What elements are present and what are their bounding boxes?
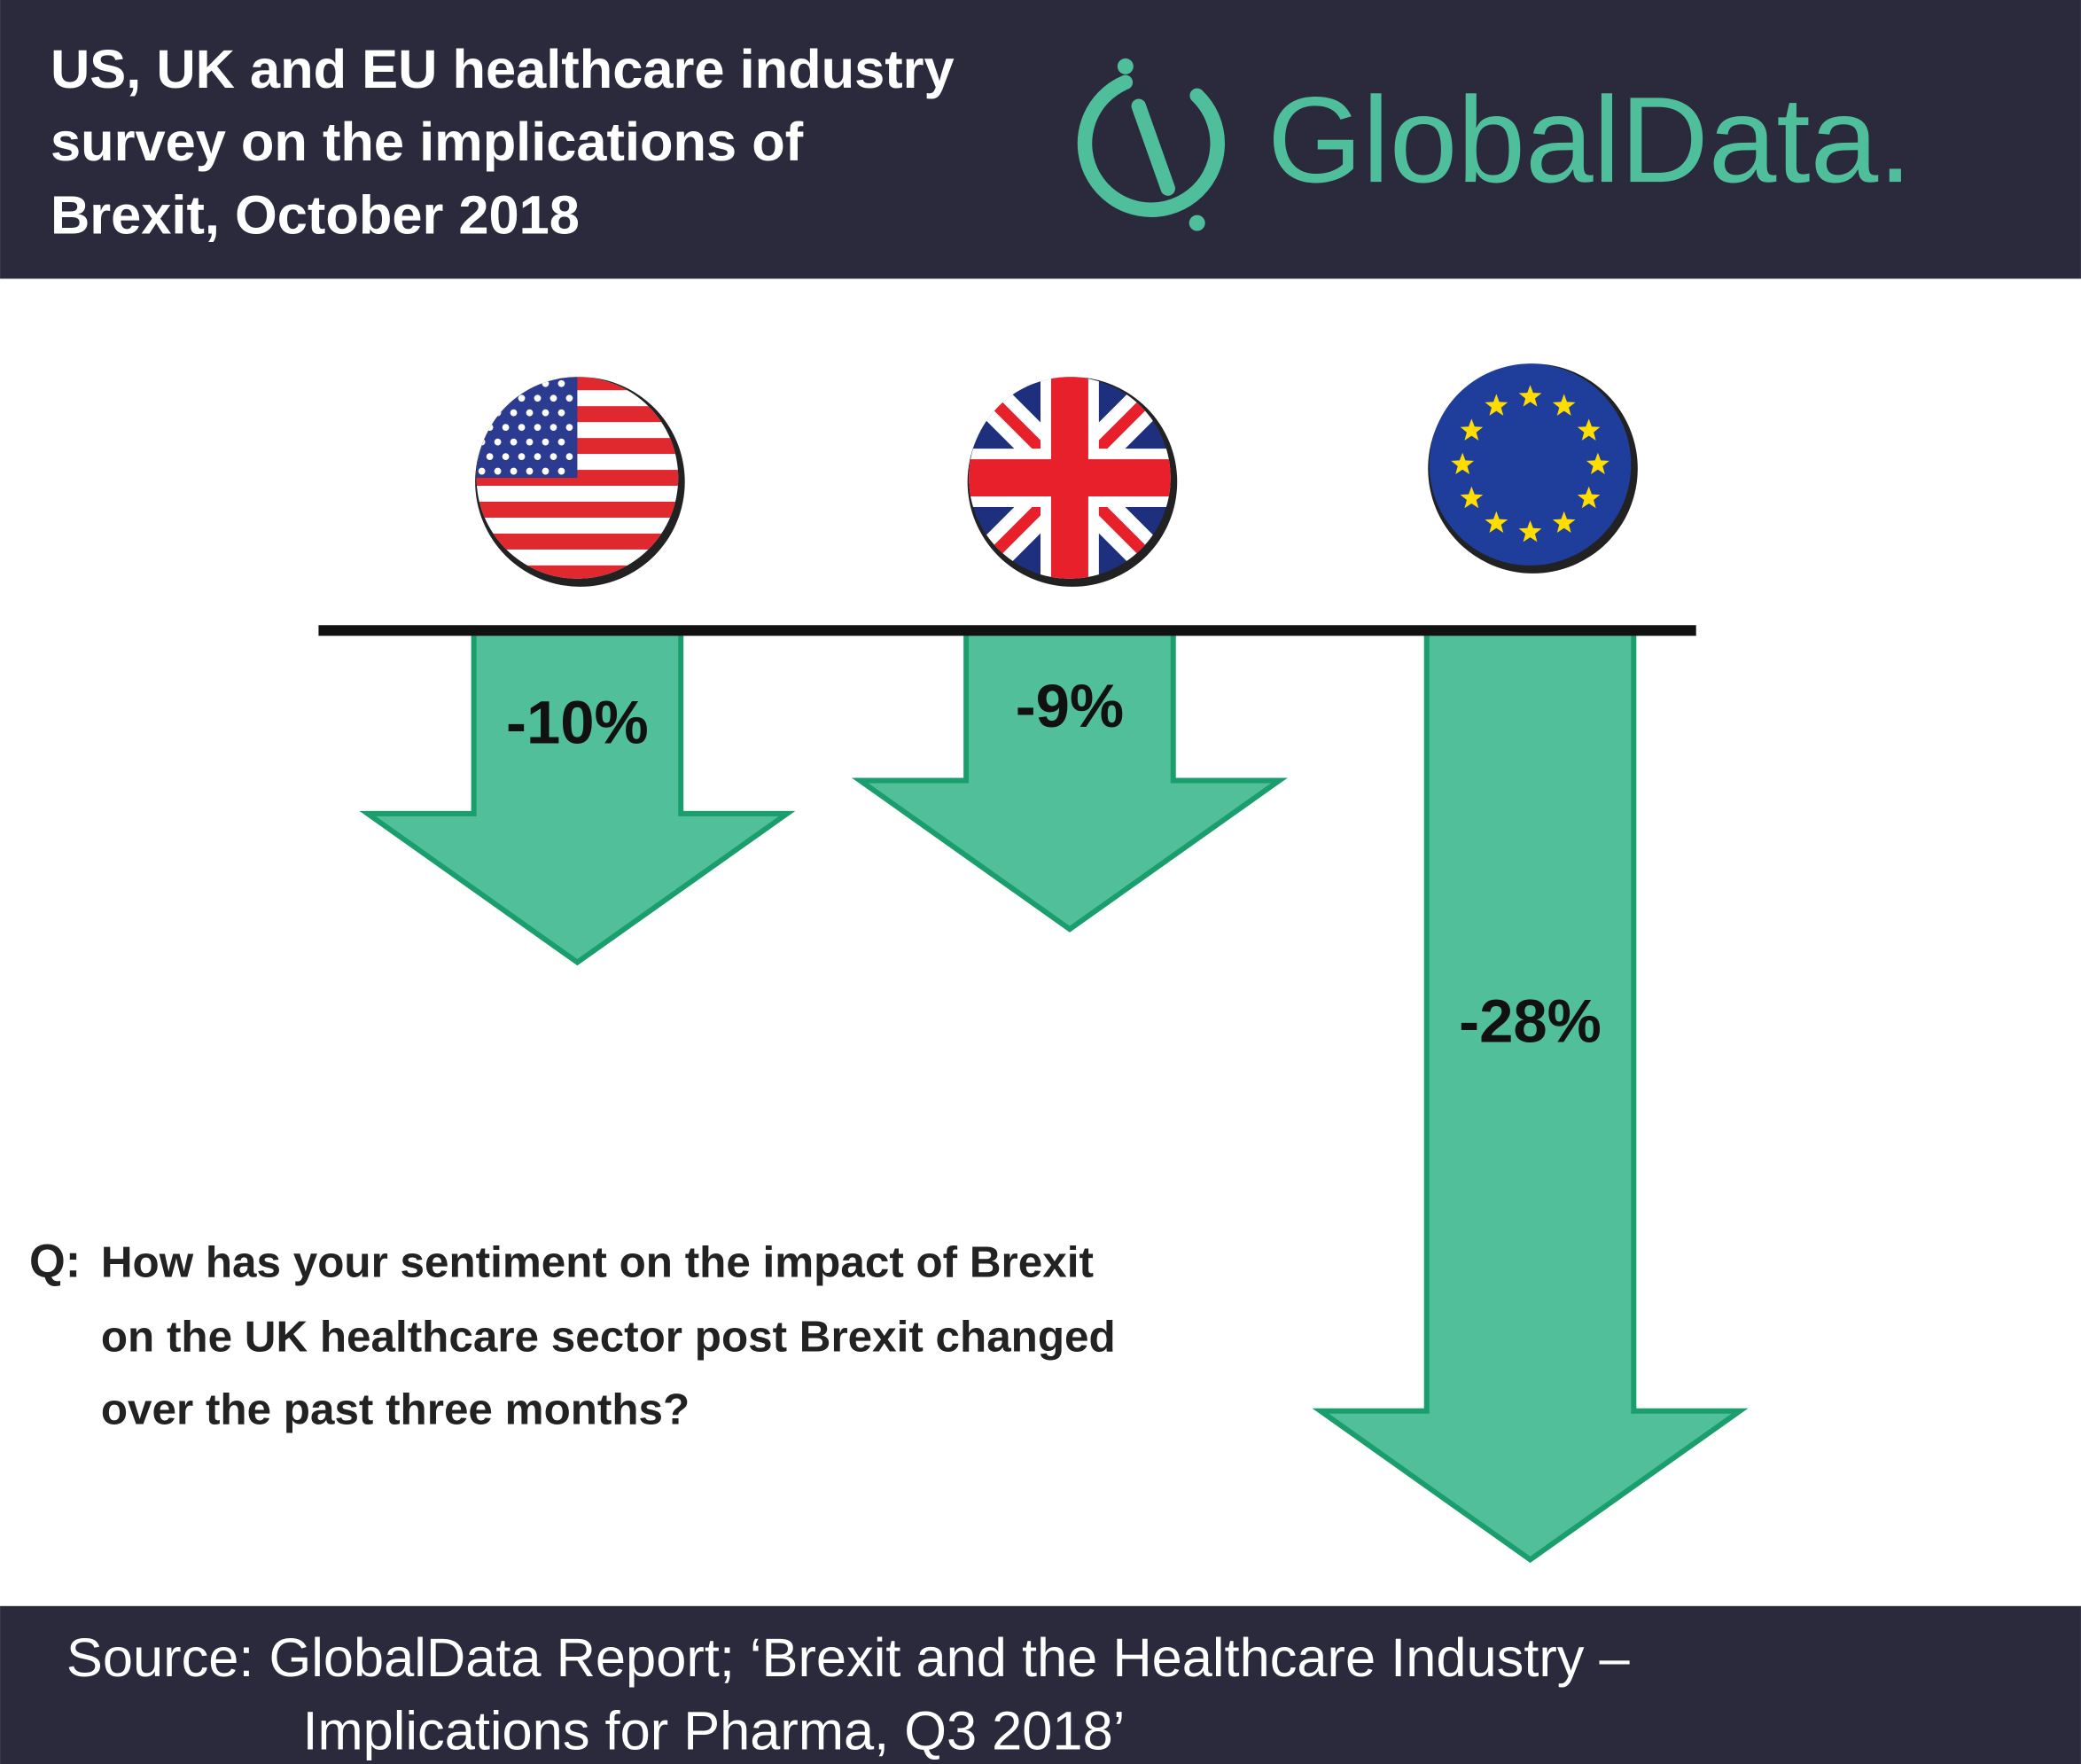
star bbox=[486, 424, 494, 432]
star bbox=[1586, 452, 1609, 475]
stripe bbox=[476, 502, 679, 518]
star bbox=[1518, 385, 1542, 407]
eu-flag bbox=[1428, 363, 1638, 574]
value-label: -10% bbox=[506, 689, 649, 757]
star bbox=[542, 438, 549, 446]
star bbox=[518, 394, 526, 402]
star bbox=[1460, 418, 1484, 441]
source-line: Source: GlobalData Report; ‘Brexit and t… bbox=[66, 1627, 1631, 1689]
star bbox=[565, 453, 573, 460]
star bbox=[1518, 519, 1542, 542]
star bbox=[478, 467, 486, 475]
star bbox=[478, 379, 486, 387]
title-line: survey on the implications of bbox=[51, 112, 804, 173]
star bbox=[542, 467, 549, 475]
header-band bbox=[0, 0, 2081, 279]
star bbox=[478, 438, 486, 446]
star bbox=[1577, 486, 1601, 509]
star bbox=[494, 379, 502, 387]
logo-text: GlobalData. bbox=[1267, 72, 1912, 208]
star bbox=[518, 424, 526, 432]
star bbox=[1552, 511, 1576, 534]
star bbox=[557, 467, 565, 475]
star bbox=[510, 467, 518, 475]
value-label: -9% bbox=[1016, 672, 1124, 740]
star bbox=[478, 409, 486, 417]
logo-icon bbox=[1077, 58, 1225, 231]
arrows bbox=[359, 628, 1749, 1564]
stripe bbox=[476, 533, 679, 550]
star bbox=[486, 394, 494, 402]
star bbox=[510, 409, 518, 417]
star bbox=[565, 424, 573, 432]
star bbox=[1577, 418, 1601, 441]
star bbox=[549, 394, 557, 402]
uk-flag bbox=[967, 377, 1178, 587]
star bbox=[502, 453, 510, 460]
star bbox=[1485, 511, 1508, 534]
star bbox=[510, 438, 518, 446]
star bbox=[486, 453, 494, 460]
star bbox=[502, 424, 510, 432]
source-line: Implications for Pharma, Q3 2018’ bbox=[302, 1701, 1125, 1762]
arrow bbox=[851, 628, 1288, 933]
star bbox=[557, 409, 565, 417]
star bbox=[518, 453, 526, 460]
star bbox=[534, 424, 542, 432]
star bbox=[526, 409, 534, 417]
star bbox=[542, 379, 549, 387]
canton bbox=[476, 377, 578, 479]
title-line: Brexit, October 2018 bbox=[51, 185, 580, 246]
star bbox=[557, 438, 565, 446]
star bbox=[542, 409, 549, 417]
star bbox=[565, 394, 573, 402]
star bbox=[549, 453, 557, 460]
title-line: US, UK and EU healthcare industry bbox=[51, 39, 955, 100]
star bbox=[510, 379, 518, 387]
star bbox=[494, 467, 502, 475]
arrow bbox=[1312, 628, 1749, 1564]
star bbox=[494, 409, 502, 417]
star bbox=[526, 379, 534, 387]
star bbox=[1485, 394, 1508, 416]
footer-band bbox=[0, 1605, 2081, 1764]
star bbox=[526, 467, 534, 475]
star bbox=[557, 379, 565, 387]
question-line: How has your sentiment on the impact of … bbox=[101, 1237, 1094, 1286]
us-flag bbox=[475, 377, 685, 587]
star bbox=[1451, 452, 1475, 475]
star bbox=[526, 438, 534, 446]
star bbox=[1552, 394, 1576, 416]
question-label: Q: bbox=[29, 1236, 81, 1287]
value-labels: -10% -9% -28% bbox=[506, 672, 1602, 1056]
star bbox=[549, 424, 557, 432]
question-line: over the past three months? bbox=[101, 1385, 690, 1434]
star bbox=[502, 394, 510, 402]
star bbox=[1460, 486, 1484, 509]
arrow bbox=[359, 628, 796, 966]
question-line: on the UK healthcare sector post Brexit … bbox=[101, 1312, 1116, 1361]
star bbox=[534, 453, 542, 460]
star bbox=[494, 438, 502, 446]
value-label: -28% bbox=[1459, 987, 1602, 1055]
star bbox=[534, 394, 542, 402]
